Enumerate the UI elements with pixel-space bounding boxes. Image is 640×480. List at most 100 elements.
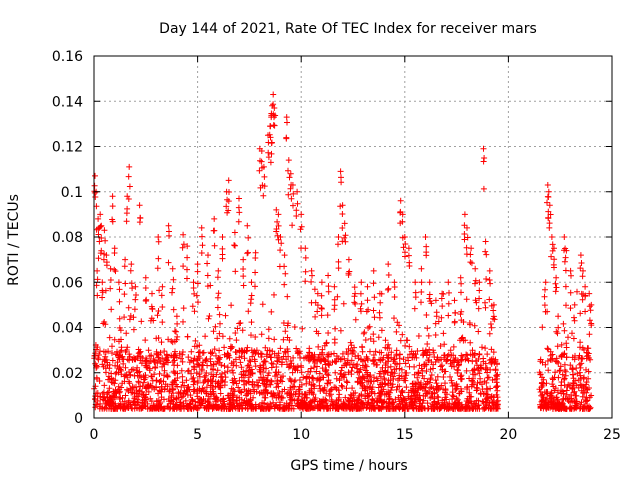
data-point	[430, 385, 437, 392]
data-point	[335, 234, 342, 240]
data-point	[561, 361, 568, 368]
data-point	[231, 388, 238, 395]
data-point	[450, 405, 457, 412]
data-point	[459, 353, 466, 360]
data-point	[258, 148, 265, 154]
data-point	[171, 328, 178, 335]
data-point	[299, 325, 306, 332]
data-point	[126, 351, 133, 358]
data-point	[119, 354, 126, 360]
data-point	[435, 318, 442, 325]
data-point	[371, 314, 378, 321]
data-point	[252, 269, 259, 276]
data-point	[248, 332, 254, 339]
data-point	[430, 347, 437, 354]
data-point	[490, 301, 497, 308]
data-point	[170, 306, 177, 313]
data-point	[383, 405, 390, 412]
data-point	[107, 285, 114, 292]
data-point	[537, 389, 544, 395]
data-point	[127, 267, 134, 274]
data-point	[466, 375, 473, 382]
data-point	[399, 218, 406, 225]
data-point	[205, 252, 211, 259]
data-point	[252, 249, 259, 256]
data-point	[281, 252, 288, 259]
data-point	[481, 378, 488, 385]
data-point	[189, 376, 196, 382]
data-point	[398, 388, 405, 395]
data-point	[252, 255, 259, 261]
data-point	[108, 306, 115, 313]
data-point	[438, 356, 444, 363]
data-point	[343, 385, 350, 392]
data-point	[240, 371, 247, 378]
data-point	[588, 301, 595, 308]
data-point	[332, 369, 339, 376]
data-point	[494, 360, 500, 367]
data-point	[214, 304, 221, 311]
data-point	[152, 364, 159, 370]
data-point	[286, 392, 293, 399]
data-point	[224, 350, 231, 357]
data-point	[416, 396, 423, 403]
data-point	[109, 218, 116, 225]
data-point	[281, 281, 288, 288]
data-point	[586, 394, 593, 401]
data-point	[110, 379, 116, 386]
data-point	[474, 380, 481, 386]
data-point	[211, 393, 218, 400]
data-point	[370, 280, 377, 287]
data-point	[458, 308, 465, 315]
data-point	[422, 234, 429, 240]
data-point	[351, 299, 358, 306]
data-point	[158, 405, 165, 412]
data-point	[240, 399, 247, 406]
data-point	[318, 292, 325, 299]
data-point	[240, 282, 247, 289]
data-point	[249, 381, 256, 388]
data-point	[542, 279, 549, 286]
data-point	[307, 368, 314, 375]
data-point	[385, 341, 392, 348]
data-point	[235, 218, 242, 225]
data-point	[109, 350, 115, 356]
data-point	[154, 265, 161, 272]
data-point	[271, 336, 278, 343]
data-point	[553, 394, 560, 401]
data-point	[117, 394, 124, 401]
data-point	[578, 399, 585, 406]
data-point	[423, 312, 430, 318]
data-point	[570, 366, 576, 373]
data-point	[461, 405, 468, 412]
data-point	[563, 247, 570, 254]
data-point	[376, 309, 383, 316]
data-point	[357, 290, 364, 297]
data-point	[268, 150, 275, 157]
data-point	[221, 344, 228, 351]
data-point	[467, 259, 474, 266]
data-point	[405, 252, 412, 259]
data-point	[575, 377, 582, 384]
data-point	[379, 380, 385, 386]
data-point	[577, 310, 584, 317]
data-point	[288, 195, 295, 202]
data-point	[185, 354, 192, 361]
data-point	[386, 345, 393, 352]
data-point	[376, 290, 383, 297]
data-point	[437, 343, 444, 349]
data-point	[245, 398, 252, 405]
data-point	[173, 328, 179, 335]
data-point	[248, 279, 255, 286]
data-point	[544, 199, 550, 206]
data-point	[244, 391, 251, 397]
data-point	[326, 388, 333, 395]
data-point	[265, 335, 272, 342]
data-point	[467, 351, 474, 358]
data-point	[339, 202, 346, 209]
data-point	[433, 404, 440, 411]
data-point	[248, 370, 255, 377]
data-point	[98, 235, 105, 241]
data-point	[392, 360, 399, 367]
data-point	[378, 349, 385, 356]
